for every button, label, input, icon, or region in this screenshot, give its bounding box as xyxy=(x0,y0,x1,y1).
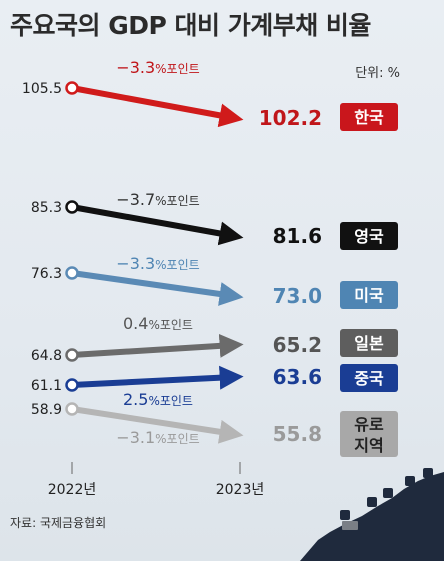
country-label: 지역 xyxy=(354,436,383,455)
source-note: 자료: 국제금융협회 xyxy=(10,516,107,530)
series-line xyxy=(71,85,244,128)
hill-figure-1 xyxy=(367,497,377,507)
hill-decoration xyxy=(300,472,444,561)
end-value-label: 55.8 xyxy=(273,422,322,446)
start-value-label: 58.9 xyxy=(31,402,62,418)
end-value-label: 65.2 xyxy=(273,333,322,357)
change-label: 2.5%포인트 xyxy=(123,390,193,409)
start-value-label: 64.8 xyxy=(31,348,62,364)
start-value-label: 85.3 xyxy=(31,200,62,216)
change-label: −3.3%포인트 xyxy=(116,254,199,273)
country-label: 영국 xyxy=(354,227,384,246)
country-box xyxy=(340,329,398,357)
start-point xyxy=(65,266,79,280)
series-line xyxy=(71,204,244,246)
country-box xyxy=(340,281,398,309)
series-line xyxy=(71,365,244,390)
hill-figure-2 xyxy=(383,488,393,498)
country-label: 미국 xyxy=(354,286,384,305)
end-value-label: 73.0 xyxy=(273,284,322,308)
start-point xyxy=(65,378,79,392)
start-point xyxy=(65,81,79,95)
start-point xyxy=(65,402,79,416)
end-value-label: 102.2 xyxy=(259,106,322,130)
country-label: 한국 xyxy=(354,108,384,127)
start-value-label: 76.3 xyxy=(31,266,62,282)
end-value-label: 81.6 xyxy=(273,224,322,248)
series-line xyxy=(71,406,244,444)
start-point xyxy=(65,348,79,362)
start-point xyxy=(65,200,79,214)
change-label: −3.1%포인트 xyxy=(116,428,199,447)
chart-title: 주요국의 GDP 대비 가계부채 비율 xyxy=(10,11,371,40)
x-tick-label: 2023년 xyxy=(216,482,265,498)
unit-label: 단위: % xyxy=(355,66,400,81)
country-label: 유로 xyxy=(354,415,384,434)
country-box xyxy=(340,364,398,392)
country-box xyxy=(340,411,398,457)
x-tick-label: 2022년 xyxy=(48,482,97,498)
end-value-label: 63.6 xyxy=(273,365,322,389)
series-line xyxy=(71,270,244,306)
change-label: −3.7%포인트 xyxy=(116,190,199,209)
country-box xyxy=(340,222,398,250)
hill-figure-3 xyxy=(405,476,415,486)
country-label: 일본 xyxy=(354,334,384,353)
country-label: 중국 xyxy=(354,369,384,388)
change-label: −3.3%포인트 xyxy=(116,58,199,77)
hill-figure-4 xyxy=(423,468,433,478)
hill-figure-0 xyxy=(340,510,350,520)
country-box xyxy=(340,103,398,131)
series-line xyxy=(71,333,244,358)
change-label: 0.4%포인트 xyxy=(123,314,193,333)
start-value-label: 105.5 xyxy=(22,81,62,97)
start-value-label: 61.1 xyxy=(31,378,62,394)
hill-box xyxy=(342,521,358,530)
